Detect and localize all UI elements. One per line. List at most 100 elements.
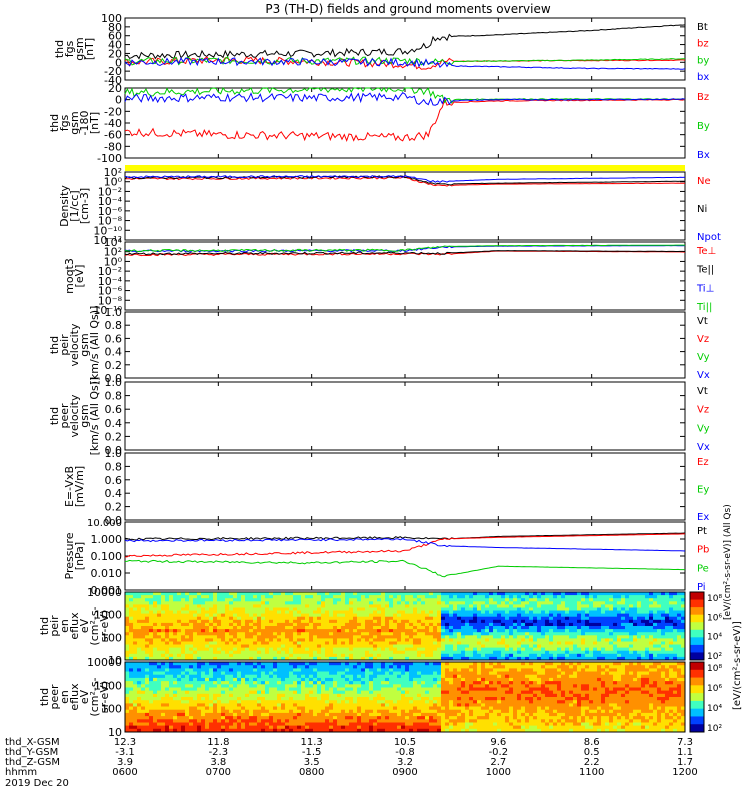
heat-cell	[237, 629, 242, 633]
heat-cell	[489, 610, 494, 614]
heat-cell	[181, 722, 186, 727]
heat-cell	[357, 697, 362, 701]
heat-cell	[537, 595, 542, 599]
heat-cell	[233, 703, 238, 707]
heat-cell	[217, 653, 222, 658]
heat-cell	[461, 650, 466, 655]
heat-cell	[637, 592, 642, 596]
heat-cell	[269, 626, 274, 630]
heat-cell	[169, 607, 174, 611]
heat-cell	[161, 644, 166, 648]
heat-cell	[281, 662, 286, 666]
heat-cell	[585, 650, 590, 655]
heat-cell	[505, 619, 510, 624]
heat-cell	[365, 700, 370, 704]
heat-cell	[517, 629, 522, 633]
heat-cell	[209, 709, 214, 714]
y-tick-label: 80	[108, 21, 122, 34]
heat-cell	[565, 610, 570, 614]
heat-cell	[225, 712, 230, 717]
heat-cell	[245, 604, 250, 608]
heat-cell	[261, 687, 266, 692]
heat-cell	[445, 595, 450, 599]
heat-cell	[345, 665, 350, 669]
heat-cell	[577, 656, 582, 661]
heat-cell	[237, 644, 242, 648]
heat-cell	[257, 638, 262, 642]
heat-cell	[605, 635, 610, 639]
heat-cell	[357, 626, 362, 630]
heat-cell	[289, 626, 294, 630]
heat-cell	[281, 697, 286, 701]
heat-cell	[481, 613, 486, 618]
heat-cell	[397, 619, 402, 624]
heat-cell	[517, 632, 522, 636]
heat-cell	[613, 619, 618, 624]
heat-cell	[173, 722, 178, 727]
heat-cell	[245, 716, 250, 720]
heat-cell	[341, 632, 346, 636]
heat-cell	[317, 610, 322, 614]
heat-cell	[437, 607, 442, 611]
heat-cell	[637, 595, 642, 599]
legend-entry: Ez	[697, 457, 709, 468]
heat-cell	[421, 656, 426, 661]
heat-cell	[433, 613, 438, 618]
heat-cell	[393, 629, 398, 633]
heat-cell	[513, 595, 518, 599]
legend-entry: Ti⊥	[696, 283, 714, 294]
heat-cell	[593, 601, 598, 605]
heat-cell	[193, 656, 198, 661]
heat-cell	[589, 592, 594, 596]
heat-cell	[673, 647, 678, 652]
heat-cell	[601, 607, 606, 611]
heat-cell	[345, 619, 350, 624]
heat-cell	[313, 674, 318, 679]
heat-cell	[185, 728, 190, 733]
heat-cell	[409, 619, 414, 624]
heat-cell	[173, 601, 178, 605]
heat-cell	[281, 706, 286, 711]
heat-cell	[469, 622, 474, 627]
heat-cell	[209, 687, 214, 692]
heat-cell	[289, 681, 294, 685]
heat-cell	[257, 616, 262, 621]
heat-cell	[505, 656, 510, 661]
heat-cell	[561, 635, 566, 639]
heat-cell	[189, 613, 194, 618]
heat-cell	[665, 653, 670, 658]
heat-cell	[473, 644, 478, 648]
heat-cell	[565, 616, 570, 621]
heat-cell	[233, 700, 238, 704]
heat-cell	[265, 619, 270, 624]
heat-cell	[509, 653, 514, 658]
heat-cell	[657, 626, 662, 630]
heat-cell	[521, 635, 526, 639]
heat-cell	[493, 613, 498, 618]
heat-cell	[605, 638, 610, 642]
heat-cell	[149, 665, 154, 669]
heat-cell	[369, 641, 374, 645]
heat-cell	[273, 607, 278, 611]
heat-cell	[617, 598, 622, 602]
heat-cell	[229, 619, 234, 624]
heat-cell	[365, 722, 370, 727]
heat-cell	[505, 604, 510, 608]
heat-cell	[409, 592, 414, 596]
heat-cell	[201, 598, 206, 602]
heat-cell	[421, 632, 426, 636]
heat-cell	[161, 607, 166, 611]
heat-cell	[593, 613, 598, 618]
heat-cell	[277, 595, 282, 599]
heat-cell	[493, 604, 498, 608]
heat-cell	[377, 601, 382, 605]
heat-cell	[641, 616, 646, 621]
heat-cell	[333, 601, 338, 605]
heat-cell	[265, 644, 270, 648]
heat-cell	[337, 728, 342, 733]
y-axis-label: gsm	[68, 111, 81, 134]
heat-cell	[505, 610, 510, 614]
heat-cell	[429, 641, 434, 645]
heat-cell	[173, 650, 178, 655]
heat-cell	[177, 703, 182, 707]
